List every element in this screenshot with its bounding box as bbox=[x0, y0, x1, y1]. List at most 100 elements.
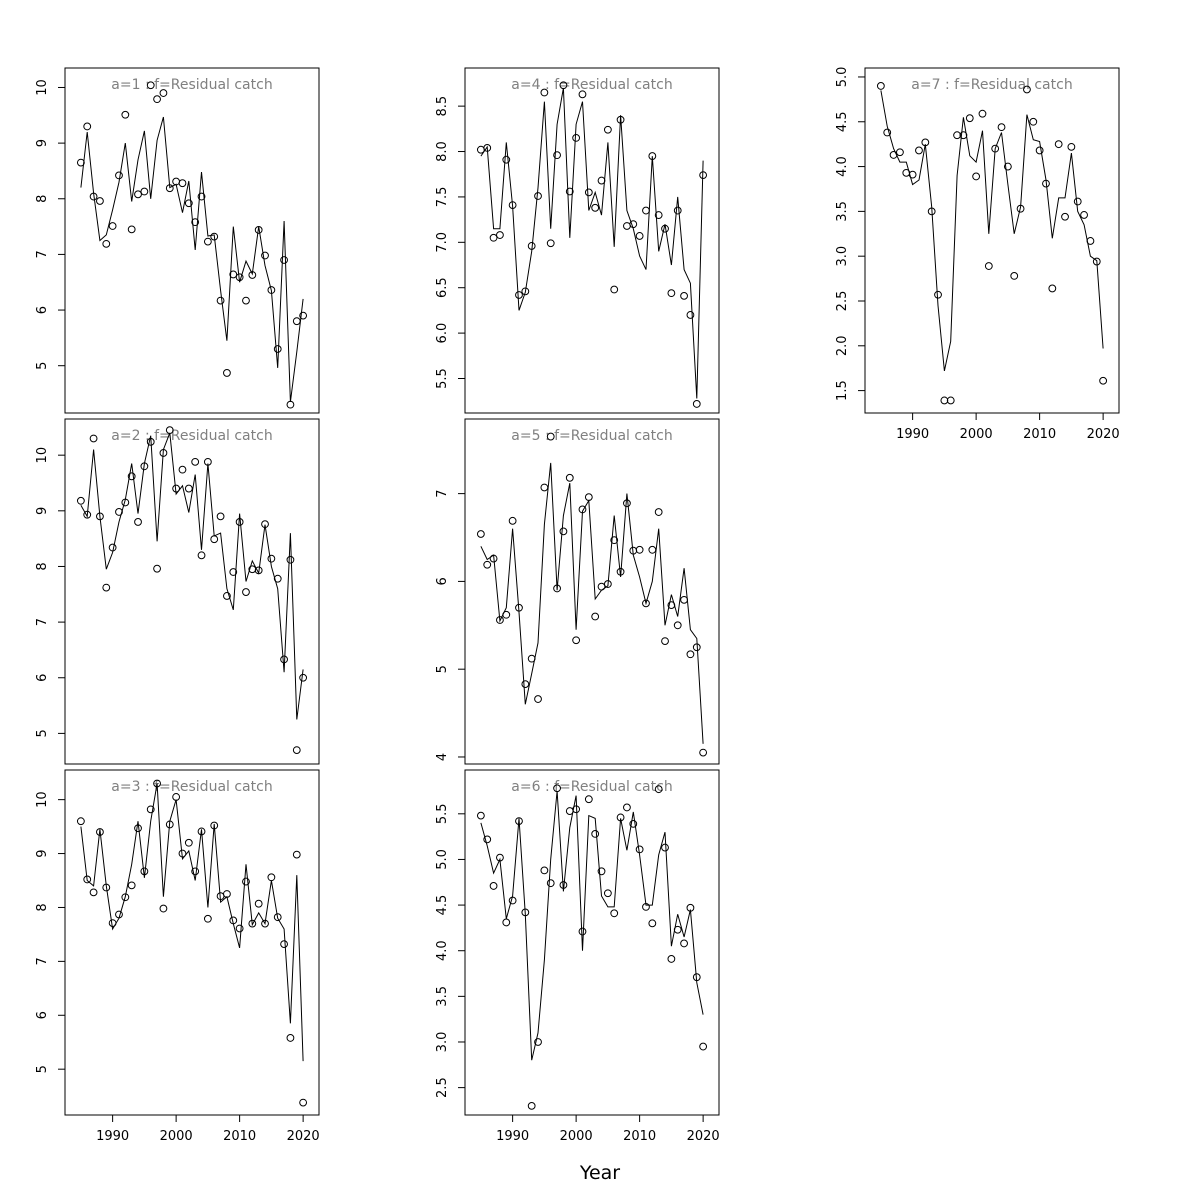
panel-1: a=1 : f=Residual catch 5 6 7 8 9 10 bbox=[35, 67, 320, 414]
observed-point bbox=[140, 187, 149, 196]
observed-point bbox=[699, 748, 708, 757]
observed-point bbox=[165, 426, 174, 435]
observed-point bbox=[115, 171, 123, 180]
observed-point bbox=[184, 484, 193, 493]
observed-point bbox=[578, 505, 587, 514]
y-tick-label: 5 bbox=[35, 362, 50, 370]
observed-point bbox=[108, 543, 117, 552]
observed-point bbox=[134, 824, 142, 833]
y-tick-label: 5 bbox=[435, 665, 450, 673]
y-tick-label: 6 bbox=[35, 306, 50, 314]
observed-point bbox=[172, 793, 181, 801]
observed-point bbox=[165, 820, 174, 829]
x-tick-label: 2020 bbox=[287, 1129, 320, 1144]
observed-point bbox=[635, 545, 644, 554]
y-tick-label: 2.0 bbox=[835, 335, 850, 356]
observed-point bbox=[242, 588, 250, 596]
y-tick-label: 7 bbox=[35, 618, 50, 626]
observed-point bbox=[273, 913, 282, 922]
observed-point bbox=[661, 843, 669, 852]
observed-point bbox=[134, 190, 142, 199]
observed-point bbox=[642, 903, 650, 911]
observed-point bbox=[572, 636, 581, 645]
observed-point bbox=[673, 621, 682, 630]
observed-point bbox=[553, 784, 561, 793]
observed-point bbox=[972, 172, 981, 181]
panel-5: a=5 : f=Residual catch 4 5 6 7 bbox=[435, 418, 720, 765]
observed-point bbox=[140, 867, 149, 876]
fitted-line bbox=[80, 783, 304, 1062]
observed-point bbox=[527, 1101, 536, 1110]
observed-point bbox=[521, 680, 530, 689]
observed-point bbox=[553, 151, 561, 160]
observed-point bbox=[692, 973, 701, 982]
observed-point bbox=[553, 584, 561, 593]
observed-point bbox=[680, 291, 688, 300]
observed-point bbox=[661, 637, 669, 645]
fitted-line bbox=[880, 90, 1104, 372]
observed-point bbox=[292, 317, 301, 326]
observed-point bbox=[610, 285, 619, 294]
observed-point bbox=[127, 472, 136, 481]
observed-point bbox=[629, 220, 638, 229]
panel-title: a=1 : f=Residual catch bbox=[111, 77, 272, 93]
observed-point bbox=[286, 400, 295, 409]
observed-point bbox=[623, 222, 631, 230]
observed-point bbox=[946, 396, 955, 405]
observed-point bbox=[565, 807, 574, 815]
observed-point bbox=[146, 81, 155, 90]
observed-point bbox=[83, 122, 92, 131]
observed-point bbox=[261, 520, 269, 529]
y-tick-label: 4.5 bbox=[835, 111, 850, 132]
observed-point bbox=[483, 560, 492, 569]
observed-point bbox=[299, 311, 308, 320]
observed-point bbox=[153, 564, 161, 573]
observed-point bbox=[578, 927, 587, 936]
observed-point bbox=[280, 940, 288, 949]
observed-point bbox=[229, 568, 238, 576]
observed-point bbox=[108, 222, 117, 230]
observed-point bbox=[248, 271, 257, 279]
y-tick-label: 6 bbox=[35, 1011, 50, 1019]
observed-point bbox=[191, 218, 200, 227]
observed-point bbox=[502, 918, 511, 927]
fitted-line bbox=[480, 462, 704, 744]
observed-point bbox=[508, 896, 517, 905]
observed-point bbox=[667, 601, 676, 610]
observed-point bbox=[610, 536, 619, 545]
observed-point bbox=[115, 508, 123, 516]
observed-point bbox=[89, 434, 98, 443]
observed-point bbox=[572, 134, 581, 142]
x-tick-label: 2000 bbox=[560, 1129, 593, 1144]
observed-point bbox=[146, 437, 155, 446]
y-tick-label: 4 bbox=[435, 753, 450, 761]
observed-point bbox=[121, 498, 130, 507]
panel-title: a=3 : f=Residual catch bbox=[111, 779, 272, 795]
panel-6: a=6 : f=Residual catch 2.5 3.0 3.5 4.0 4.5 5.0… bbox=[435, 769, 720, 1144]
observed-point bbox=[565, 187, 574, 196]
observed-point bbox=[1073, 197, 1082, 206]
observed-point bbox=[496, 853, 504, 862]
observed-point bbox=[591, 203, 600, 212]
observed-point bbox=[121, 893, 130, 902]
observed-point bbox=[934, 290, 942, 299]
y-tick-label: 5.5 bbox=[435, 803, 450, 824]
observed-point bbox=[210, 232, 219, 241]
observed-point bbox=[216, 512, 225, 521]
observed-point bbox=[686, 903, 695, 912]
observed-point bbox=[508, 201, 517, 209]
y-tick-label: 5.5 bbox=[435, 368, 450, 389]
observed-point bbox=[146, 805, 155, 814]
observed-point bbox=[165, 184, 174, 193]
observed-point bbox=[496, 231, 504, 239]
observed-point bbox=[546, 239, 555, 248]
observed-point bbox=[178, 849, 187, 858]
y-tick-label: 5.0 bbox=[435, 849, 450, 870]
observed-point bbox=[280, 655, 288, 664]
observed-point bbox=[261, 251, 269, 260]
observed-point bbox=[642, 599, 650, 608]
observed-point bbox=[127, 225, 136, 234]
panel-frame bbox=[64, 418, 320, 765]
observed-point bbox=[635, 232, 644, 240]
